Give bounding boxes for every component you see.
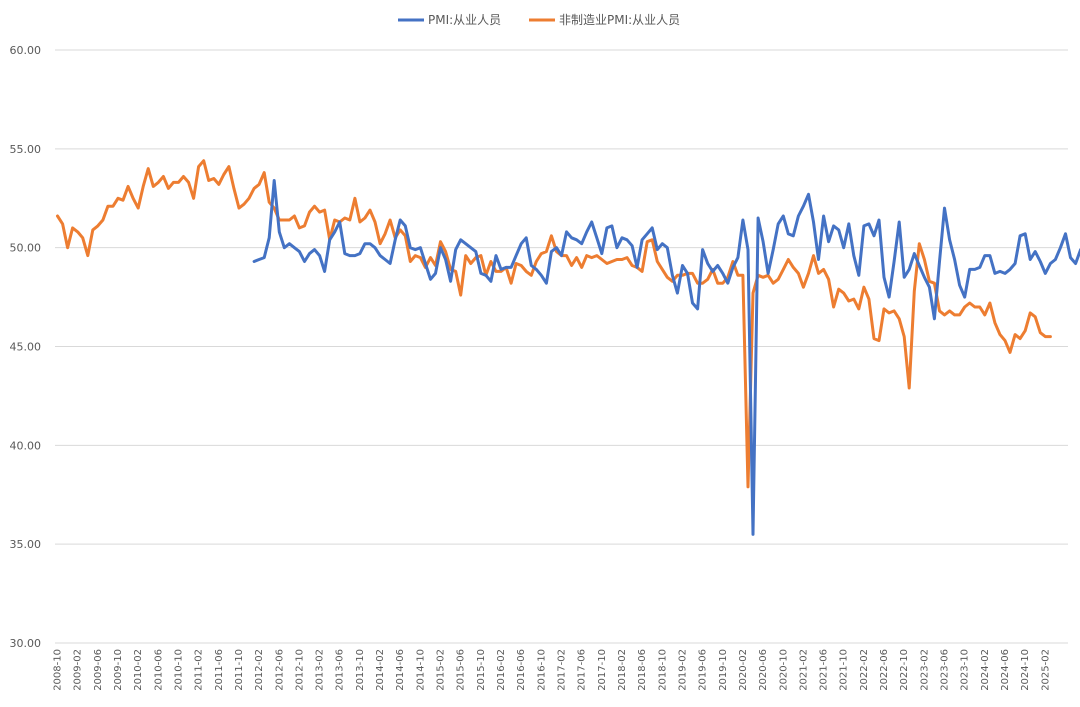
x-tick-label: 2009-02 bbox=[73, 649, 84, 691]
x-tick-label: 2024-10 bbox=[1020, 649, 1031, 691]
x-tick-label: 2021-10 bbox=[839, 649, 850, 691]
x-tick-label: 2015-06 bbox=[456, 649, 467, 691]
x-tick-label: 2009-06 bbox=[93, 649, 104, 691]
x-tick-label: 2010-10 bbox=[173, 649, 184, 691]
legend-label-pmi-employment: PMI:从业人员 bbox=[428, 13, 501, 27]
x-tick-label: 2021-06 bbox=[819, 649, 830, 691]
x-tick-label: 2022-06 bbox=[879, 649, 890, 691]
x-tick-label: 2017-02 bbox=[557, 649, 568, 691]
x-tick-label: 2013-10 bbox=[355, 649, 366, 691]
x-tick-label: 2014-10 bbox=[415, 649, 426, 691]
x-tick-label: 2020-02 bbox=[738, 649, 749, 691]
x-tick-label: 2019-02 bbox=[677, 649, 688, 691]
series-lines bbox=[56, 159, 1080, 536]
x-tick-label: 2025-02 bbox=[1040, 649, 1051, 691]
x-tick-label: 2011-02 bbox=[194, 649, 205, 691]
x-tick-label: 2024-06 bbox=[1000, 649, 1011, 691]
x-tick-label: 2015-10 bbox=[476, 649, 487, 691]
legend-label-non-manufacturing-pmi-employment: 非制造业PMI:从业人员 bbox=[559, 13, 680, 27]
x-tick-label: 2012-10 bbox=[294, 649, 305, 691]
x-tick-label: 2017-06 bbox=[577, 649, 588, 691]
x-tick-label: 2011-06 bbox=[214, 649, 225, 691]
x-tick-label: 2022-02 bbox=[859, 649, 870, 691]
x-tick-label: 2010-06 bbox=[153, 649, 164, 691]
x-tick-label: 2018-06 bbox=[637, 649, 648, 691]
series-line-non-manufacturing-pmi-employment bbox=[56, 159, 1052, 489]
x-tick-label: 2023-02 bbox=[919, 649, 930, 691]
x-tick-label: 2018-02 bbox=[617, 649, 628, 691]
y-tick-label: 45.00 bbox=[10, 341, 42, 354]
y-tick-label: 55.00 bbox=[10, 143, 42, 156]
x-tick-label: 2013-06 bbox=[335, 649, 346, 691]
x-tick-label: 2023-06 bbox=[940, 649, 951, 691]
x-axis-ticks: 2008-10 2009-02 2009-06 2009-10 2010-02 2010-… bbox=[53, 649, 1052, 691]
x-tick-label: 2019-10 bbox=[718, 649, 729, 691]
series-line-pmi-employment bbox=[252, 179, 1080, 536]
x-tick-label: 2012-06 bbox=[274, 649, 285, 691]
y-tick-label: 60.00 bbox=[10, 44, 42, 57]
x-tick-label: 2015-02 bbox=[436, 649, 447, 691]
x-tick-label: 2017-10 bbox=[597, 649, 608, 691]
x-tick-label: 2016-06 bbox=[516, 649, 527, 691]
x-tick-label: 2019-06 bbox=[698, 649, 709, 691]
x-tick-label: 2023-10 bbox=[960, 649, 971, 691]
y-tick-label: 30.00 bbox=[10, 637, 42, 650]
x-tick-label: 2024-02 bbox=[980, 649, 991, 691]
x-tick-label: 2013-02 bbox=[315, 649, 326, 691]
x-tick-label: 2021-02 bbox=[798, 649, 809, 691]
y-tick-label: 35.00 bbox=[10, 538, 42, 551]
y-tick-label: 50.00 bbox=[10, 242, 42, 255]
x-tick-label: 2012-02 bbox=[254, 649, 265, 691]
y-tick-label: 40.00 bbox=[10, 439, 42, 452]
x-tick-label: 2011-10 bbox=[234, 649, 245, 691]
x-tick-label: 2020-10 bbox=[778, 649, 789, 691]
x-tick-label: 2008-10 bbox=[53, 649, 64, 691]
gridlines bbox=[55, 49, 1068, 644]
x-tick-label: 2016-10 bbox=[536, 649, 547, 691]
y-axis-ticks: 30.00 35.00 40.00 45.00 50.00 55.00 60.00 bbox=[10, 44, 42, 650]
x-tick-label: 2014-06 bbox=[395, 649, 406, 691]
x-tick-label: 2018-10 bbox=[657, 649, 668, 691]
x-tick-label: 2016-02 bbox=[496, 649, 507, 691]
x-tick-label: 2014-02 bbox=[375, 649, 386, 691]
x-tick-label: 2022-10 bbox=[899, 649, 910, 691]
x-tick-label: 2009-10 bbox=[113, 649, 124, 691]
x-tick-label: 2020-06 bbox=[758, 649, 769, 691]
x-tick-label: 2010-02 bbox=[133, 649, 144, 691]
legend: PMI:从业人员 非制造业PMI:从业人员 bbox=[398, 13, 680, 27]
